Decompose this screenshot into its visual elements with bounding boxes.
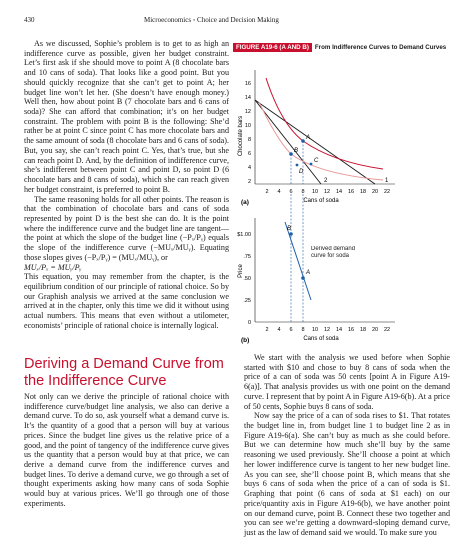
tick-label: 10 [245, 123, 251, 129]
panel-a-x-label: Cans of soda [303, 198, 339, 204]
demand-annotation: Derived demand curve for soda [311, 246, 356, 259]
tick-label: 14 [336, 327, 342, 333]
tick-label: 4 [248, 165, 251, 171]
figure-title: From Indifference Curves to Demand Curve… [314, 44, 447, 51]
indifference-curve-high [265, 77, 384, 170]
panel-a: 16 14 12 10 8 6 4 2 0 Chocolate bars 2 4… [238, 70, 395, 206]
figure-charts: 16 14 12 10 8 6 4 2 0 Chocolate bars 2 4… [237, 70, 395, 344]
tick-label: .25 [243, 298, 251, 304]
panel-a-y-label: Chocolate bars [238, 116, 244, 156]
section-heading: Deriving a Demand Curve from the Indiffe… [24, 356, 224, 389]
indifference-curve-low [258, 101, 384, 181]
tick-label: 2 [248, 179, 251, 185]
page-number: 430 [24, 16, 35, 24]
tick-label: 14 [245, 95, 251, 101]
point-b [289, 152, 293, 156]
panel-b-y-label: Price [238, 264, 244, 278]
right-column-text: We start with the analysis we used befor… [244, 353, 450, 538]
tick-label: 4 [277, 327, 280, 333]
tick-label: 22 [384, 189, 390, 195]
panel-a-tag: (a) [241, 199, 249, 206]
panel-b-x-label: Cans of soda [303, 336, 339, 342]
paragraph: As we discussed, Sophie’s problem is to … [24, 39, 229, 194]
tick-label: 8 [301, 327, 304, 333]
tick-label: 10 [312, 327, 318, 333]
paragraph: This equation, you may remember from the… [24, 272, 229, 330]
point-d [295, 163, 299, 167]
tick-label: 2 [265, 327, 268, 333]
tick-label: 16 [245, 81, 251, 87]
budget-line-2 [254, 99, 322, 185]
page-header: 430 Microeconomics ◦ Choice and Decision… [24, 16, 450, 28]
tick-label: 6 [289, 327, 292, 333]
paragraph: Now say the price of a can of soda rises… [244, 411, 450, 537]
tick-label: $1.00 [237, 232, 251, 238]
tick-label: .75 [243, 254, 251, 260]
tick-label: 8 [301, 189, 304, 195]
figure-caption: FIGURE A19-6 (A AND B) From Indifference … [233, 43, 453, 65]
equation: MUₓ/Pₓ = MUᵧ/Pᵧ [24, 262, 82, 272]
tick-label: 18 [360, 189, 366, 195]
left-column-text: As we discussed, Sophie’s problem is to … [24, 39, 229, 331]
tick-label: 4 [277, 189, 280, 195]
panel-b-tag: (b) [241, 337, 249, 344]
budget-line-1 [254, 99, 376, 185]
budget-line-label: 1 [385, 178, 389, 184]
point-label: B [294, 148, 298, 154]
point-label: A [305, 270, 310, 276]
tick-label: .50 [243, 276, 251, 282]
figure-label: FIGURE A19-6 (A AND B) [233, 43, 312, 53]
paragraph: The same reasoning holds for all other p… [24, 194, 229, 262]
point-a-demand [301, 276, 305, 280]
running-title: Microeconomics ◦ Choice and Decision Mak… [144, 16, 279, 24]
tick-label: 12 [324, 327, 330, 333]
tick-label: 20 [372, 327, 378, 333]
tick-label: 16 [348, 327, 354, 333]
tick-label: 8 [248, 137, 251, 143]
point-label: C [314, 158, 319, 164]
panel-a-x-ticks: 2 4 6 8 10 12 14 16 18 20 22 [265, 189, 390, 195]
demand-annotation-text: Derived demand curve for soda [311, 246, 356, 259]
tick-label: 16 [348, 189, 354, 195]
tick-label: 20 [372, 189, 378, 195]
tick-label: 12 [324, 189, 330, 195]
budget-line-label: 2 [324, 178, 328, 184]
point-label: A [305, 135, 310, 141]
demand-curve [284, 221, 312, 301]
panel-b: $1.00 .75 .50 .25 0 Price 2 4 6 8 10 12 … [237, 194, 395, 344]
section-body: Not only can we derive the principle of … [24, 392, 229, 509]
point-c [309, 162, 313, 166]
panel-a-y-ticks: 16 14 12 10 8 6 4 2 0 [245, 81, 251, 185]
point-label: B [287, 226, 291, 232]
tick-label: 18 [360, 327, 366, 333]
point-b-demand [289, 232, 293, 236]
paragraph: We start with the analysis we used befor… [244, 353, 450, 411]
tick-label: 10 [312, 189, 318, 195]
point-label: D [299, 169, 304, 175]
tick-label: 6 [248, 151, 251, 157]
tick-label: 12 [245, 109, 251, 115]
tick-label: 14 [336, 189, 342, 195]
tick-label: 2 [265, 189, 268, 195]
tick-label: 22 [384, 327, 390, 333]
tick-label: 6 [289, 189, 292, 195]
paragraph: Not only can we derive the principle of … [24, 392, 229, 508]
tick-label: 0 [248, 320, 251, 326]
point-a [301, 139, 305, 143]
